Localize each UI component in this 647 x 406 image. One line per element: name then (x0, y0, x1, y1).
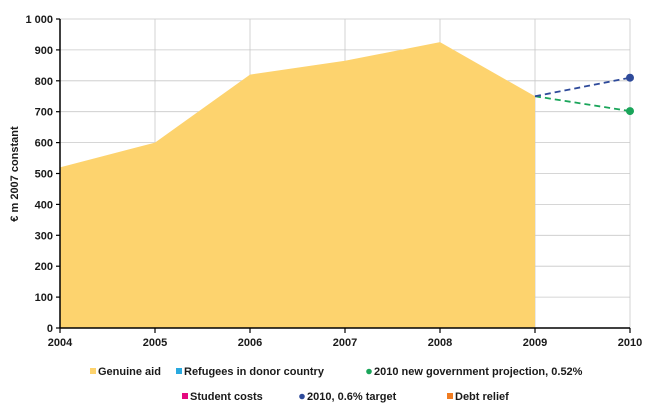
x-tick-label: 2009 (523, 337, 547, 349)
dashed-line-2 (534, 95, 631, 112)
legend-swatch (447, 393, 453, 399)
line-series (534, 73, 634, 116)
legend-item: 2010, 0.6% target (299, 391, 397, 403)
y-tick-label: 600 (35, 138, 53, 150)
x-tick-label: 2006 (238, 337, 262, 349)
legend-item: Genuine aid (90, 366, 161, 378)
legend-label: Refugees in donor country (184, 366, 325, 378)
legend-swatch (366, 368, 372, 375)
legend-swatch (90, 368, 96, 374)
y-tick-label: 400 (35, 199, 53, 211)
legend-item: 2010 new government projection, 0.52% (366, 366, 583, 378)
legend-label: Debt relief (455, 391, 509, 403)
y-tick-label: 200 (35, 261, 53, 273)
x-tick-label: 2010 (618, 337, 642, 349)
dashed-line-4 (534, 76, 631, 98)
y-tick-label: 700 (35, 107, 53, 119)
x-tick-labels: 2004 2005 2006 2007 2008 2009 2010 (48, 337, 642, 349)
legend-swatch (182, 393, 188, 399)
x-tick-label: 2008 (428, 337, 452, 349)
y-tick-label: 900 (35, 45, 53, 57)
legend-item: Refugees in donor country (176, 366, 325, 378)
y-tick-label: 500 (35, 169, 53, 181)
x-tick-label: 2005 (143, 337, 167, 349)
y-tick-labels: 0 100 200 300 400 500 600 700 800 900 1 000 (25, 14, 53, 335)
y-axis-label: € m 2007 constant (9, 126, 21, 222)
legend-label: 2010, 0.6% target (307, 391, 397, 403)
y-tick-label: 100 (35, 292, 53, 304)
x-tick-label: 2004 (48, 337, 73, 349)
y-tick-label: 1 000 (25, 14, 53, 26)
legend-item: Debt relief (447, 391, 509, 403)
legend: Genuine aid Refugees in donor country 2010… (90, 366, 583, 403)
y-tick-label: 0 (47, 323, 53, 335)
y-tick-label: 300 (35, 230, 53, 242)
y-tick-label: 800 (35, 76, 53, 88)
legend-swatch (176, 368, 182, 374)
axes (56, 18, 631, 333)
legend-item: Student costs (182, 391, 263, 403)
legend-label: 2010 new government projection, 0.52% (374, 366, 583, 378)
data-point-4 (626, 73, 634, 82)
data-point-2 (626, 107, 634, 116)
area-genuine-aid (60, 42, 535, 329)
legend-swatch (299, 393, 305, 400)
x-tick-label: 2007 (333, 337, 357, 349)
legend-label: Student costs (190, 391, 263, 403)
area-series (60, 42, 535, 329)
legend-label: Genuine aid (98, 366, 161, 378)
